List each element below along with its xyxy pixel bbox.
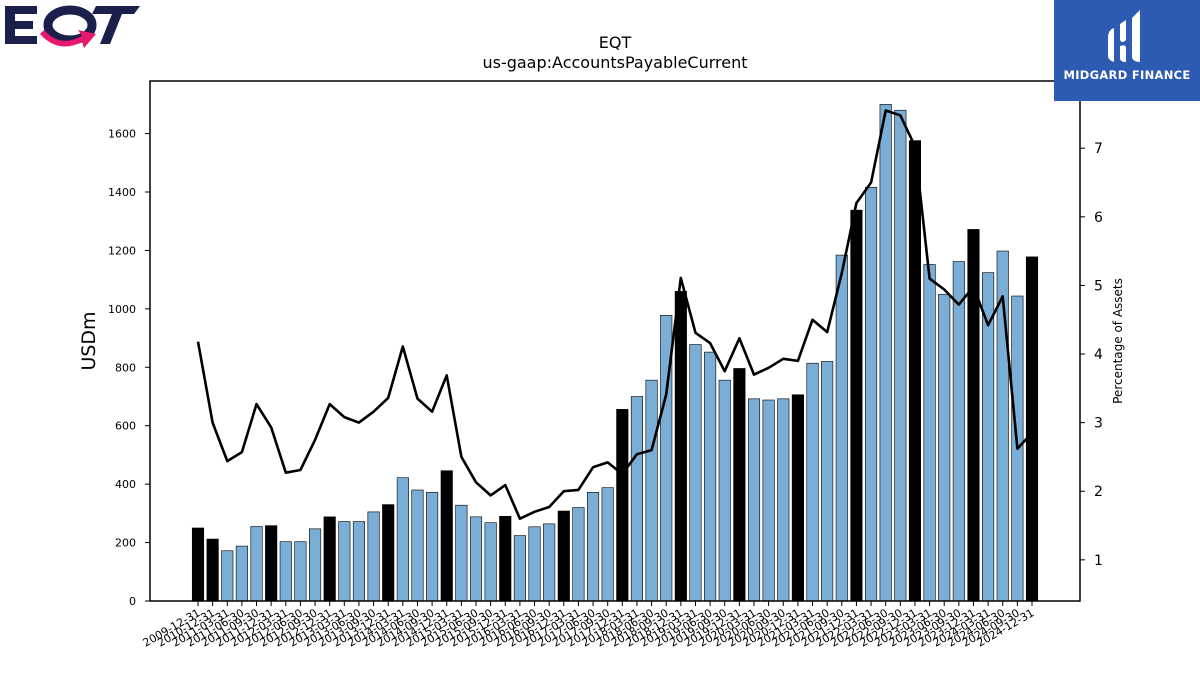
bar-quarter (235, 545, 248, 602)
y-tick-label: 200 (115, 537, 136, 550)
bar-year-end (850, 209, 863, 602)
bar-quarter (543, 523, 556, 602)
bar-year-end (382, 504, 395, 602)
eqt-logo (5, 5, 140, 48)
bar-quarter (411, 489, 424, 602)
chart-subtitle: us-gaap:AccountsPayableCurrent (482, 53, 747, 72)
bar-quarter (689, 344, 702, 602)
y2-tick-label: 6 (1094, 210, 1103, 226)
bar-year-end (499, 515, 512, 602)
bar-quarter (777, 398, 790, 602)
y-tick-label: 1200 (108, 244, 136, 257)
bar-quarter (718, 379, 731, 602)
x-axis: 2009-12-312010-12-312011-03-312011-06-30… (141, 601, 1037, 650)
y-tick-label: 600 (115, 420, 136, 433)
bar-year-end (557, 510, 570, 602)
bar-quarter (630, 396, 643, 602)
bar-quarter (294, 541, 307, 602)
y-tick-label: 800 (115, 361, 136, 374)
plot-frame (149, 80, 1081, 602)
bar-quarter (367, 511, 380, 602)
bar-quarter (338, 521, 351, 602)
y-tick-label: 400 (115, 478, 136, 491)
bar-quarter (513, 535, 526, 602)
bar-year-end (967, 229, 980, 602)
bar-quarter (352, 521, 365, 602)
bar-quarter (469, 516, 483, 602)
brand-logo-box: MIDGARD FINANCE (1054, 0, 1200, 101)
bar-year-end (791, 394, 804, 602)
y-axis-left: 0 200 400 600 800 1000 1200 1400 1600 (108, 128, 150, 608)
bar-year-end (265, 525, 278, 602)
y2-tick-label: 7 (1094, 141, 1103, 157)
bar-quarter (762, 399, 775, 602)
bar-year-end (733, 368, 746, 602)
y-tick-label: 1000 (108, 303, 136, 316)
bar-quarter (309, 528, 322, 602)
percentage-line (196, 109, 1033, 521)
y-tick-label: 0 (129, 595, 136, 608)
brand-name: MIDGARD FINANCE (1063, 68, 1191, 82)
bar-quarter (835, 254, 848, 602)
bar-year-end (616, 409, 629, 602)
bar-quarter (601, 487, 614, 602)
bar-quarter (821, 361, 834, 602)
bar-series (191, 104, 1039, 602)
y2-tick-label: 3 (1094, 416, 1103, 432)
bar-quarter (747, 398, 761, 602)
bar-quarter (704, 351, 717, 602)
bar-quarter (221, 550, 234, 602)
bar-quarter (455, 504, 468, 602)
bar-quarter (879, 104, 892, 602)
y2-axis-label: Percentage of Assets (1111, 278, 1125, 404)
y-tick-label: 1600 (108, 128, 136, 141)
bar-quarter (250, 526, 263, 602)
y-tick-label: 1400 (108, 186, 136, 199)
bar-quarter (279, 541, 292, 602)
bar-quarter (484, 522, 497, 602)
bar-quarter (645, 379, 658, 602)
y-axis-label: USDm (78, 311, 100, 370)
y2-tick-label: 1 (1094, 553, 1103, 569)
y2-tick-label: 4 (1094, 347, 1103, 363)
bar-year-end (440, 470, 453, 602)
bar-quarter (894, 109, 907, 602)
bar-year-end (206, 538, 219, 602)
bar-quarter (426, 492, 439, 602)
bar-year-end (323, 516, 336, 602)
bar-quarter (572, 507, 585, 602)
bar-quarter (528, 526, 541, 602)
bar-quarter (952, 261, 965, 602)
bar-year-end (908, 140, 921, 602)
bar-quarter (923, 264, 936, 602)
bar-year-end (191, 527, 205, 602)
y-axis-right: 1 2 3 4 5 6 7 (1080, 141, 1103, 569)
line-series (196, 109, 1033, 521)
bar-year-end (674, 291, 687, 602)
bar-year-end (1025, 256, 1039, 602)
bar-quarter (587, 492, 600, 602)
bar-quarter (396, 477, 409, 602)
bar-quarter (938, 293, 951, 602)
brand-m-icon (1108, 10, 1140, 62)
y2-tick-label: 2 (1094, 484, 1103, 500)
chart-title: EQT (599, 33, 632, 52)
bar-quarter (806, 362, 819, 602)
y2-tick-label: 5 (1094, 278, 1103, 294)
bar-quarter (865, 187, 878, 602)
